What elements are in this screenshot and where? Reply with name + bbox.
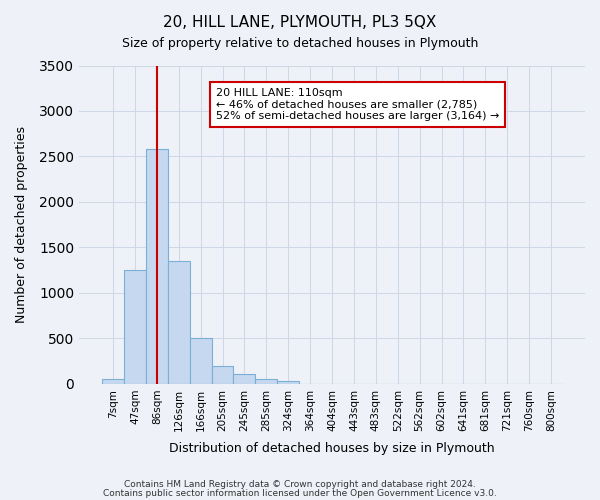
Text: 20, HILL LANE, PLYMOUTH, PL3 5QX: 20, HILL LANE, PLYMOUTH, PL3 5QX xyxy=(163,15,437,30)
Bar xyxy=(190,338,212,384)
Text: Contains public sector information licensed under the Open Government Licence v3: Contains public sector information licen… xyxy=(103,488,497,498)
Bar xyxy=(168,261,190,384)
X-axis label: Distribution of detached houses by size in Plymouth: Distribution of detached houses by size … xyxy=(169,442,495,455)
Bar xyxy=(277,381,299,384)
Text: 20 HILL LANE: 110sqm
← 46% of detached houses are smaller (2,785)
52% of semi-de: 20 HILL LANE: 110sqm ← 46% of detached h… xyxy=(215,88,499,121)
Bar xyxy=(212,366,233,384)
Bar xyxy=(124,270,146,384)
Bar xyxy=(256,380,277,384)
Y-axis label: Number of detached properties: Number of detached properties xyxy=(15,126,28,323)
Bar xyxy=(146,149,168,384)
Text: Contains HM Land Registry data © Crown copyright and database right 2024.: Contains HM Land Registry data © Crown c… xyxy=(124,480,476,489)
Bar xyxy=(233,374,256,384)
Text: Size of property relative to detached houses in Plymouth: Size of property relative to detached ho… xyxy=(122,38,478,51)
Bar xyxy=(102,380,124,384)
